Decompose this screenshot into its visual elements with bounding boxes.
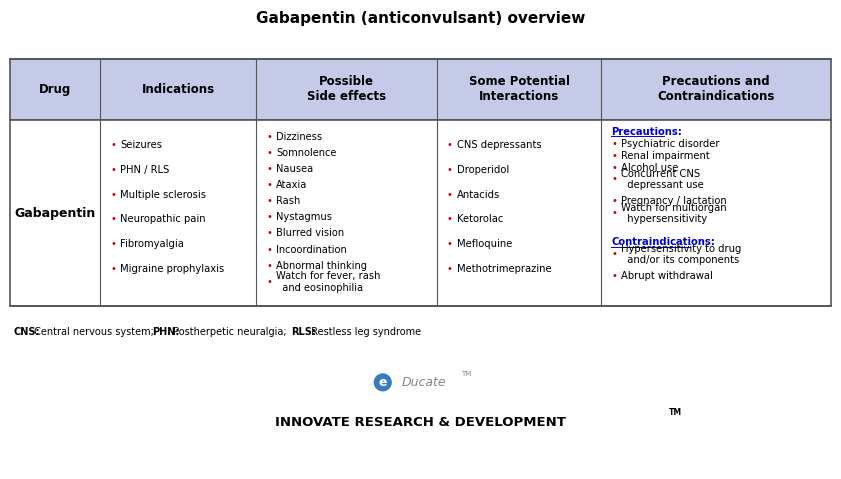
Text: Some Potential
Interactions: Some Potential Interactions bbox=[468, 76, 569, 103]
Text: •: • bbox=[447, 190, 452, 200]
Text: INNOVATE RESEARCH & DEVELOPMENT: INNOVATE RESEARCH & DEVELOPMENT bbox=[275, 416, 566, 429]
Text: Pregnancy / lactation: Pregnancy / lactation bbox=[621, 196, 727, 206]
Text: Restless leg syndrome: Restless leg syndrome bbox=[309, 327, 421, 337]
Text: •: • bbox=[611, 174, 617, 184]
Text: Ketorolac: Ketorolac bbox=[457, 215, 504, 225]
Text: •: • bbox=[267, 148, 272, 158]
Text: TM: TM bbox=[461, 371, 471, 377]
Text: PHN / RLS: PHN / RLS bbox=[120, 165, 170, 175]
Text: PHN:: PHN: bbox=[152, 327, 180, 337]
Text: Ducate: Ducate bbox=[402, 376, 447, 389]
Text: Postherpetic neuralgia;: Postherpetic neuralgia; bbox=[170, 327, 289, 337]
Text: Nausea: Nausea bbox=[277, 164, 314, 174]
Text: Drug: Drug bbox=[39, 83, 71, 96]
Text: Nystagmus: Nystagmus bbox=[277, 212, 332, 222]
Text: Renal impairment: Renal impairment bbox=[621, 150, 710, 160]
Text: Migraine prophylaxis: Migraine prophylaxis bbox=[120, 264, 225, 274]
Text: Antacids: Antacids bbox=[457, 190, 500, 200]
Text: •: • bbox=[447, 140, 452, 150]
Text: Incoordination: Incoordination bbox=[277, 245, 347, 255]
Text: RLS:: RLS: bbox=[291, 327, 316, 337]
Text: •: • bbox=[267, 164, 272, 174]
Text: •: • bbox=[611, 138, 617, 148]
Text: e: e bbox=[378, 376, 387, 389]
Text: Rash: Rash bbox=[277, 196, 300, 206]
Text: Abrupt withdrawal: Abrupt withdrawal bbox=[621, 271, 713, 281]
Text: Blurred vision: Blurred vision bbox=[277, 228, 345, 239]
Text: Droperidol: Droperidol bbox=[457, 165, 510, 175]
Text: Ataxia: Ataxia bbox=[277, 180, 308, 190]
Text: Multiple sclerosis: Multiple sclerosis bbox=[120, 190, 206, 200]
Text: •: • bbox=[110, 240, 116, 249]
Text: •: • bbox=[447, 165, 452, 175]
Text: Indications: Indications bbox=[141, 83, 214, 96]
Text: Precautions and
Contraindications: Precautions and Contraindications bbox=[658, 76, 775, 103]
Text: Neuropathic pain: Neuropathic pain bbox=[120, 215, 206, 225]
Text: •: • bbox=[611, 271, 617, 281]
Text: Mefloquine: Mefloquine bbox=[457, 240, 512, 249]
Text: •: • bbox=[611, 250, 617, 260]
Text: •: • bbox=[110, 264, 116, 274]
Text: •: • bbox=[447, 215, 452, 225]
Text: •: • bbox=[267, 245, 272, 255]
Text: Dizziness: Dizziness bbox=[277, 132, 322, 142]
Text: Somnolence: Somnolence bbox=[277, 148, 336, 158]
Text: Gabapentin (anticonvulsant) overview: Gabapentin (anticonvulsant) overview bbox=[256, 11, 585, 25]
Text: •: • bbox=[611, 150, 617, 160]
Text: •: • bbox=[110, 165, 116, 175]
Text: Fibromyalgia: Fibromyalgia bbox=[120, 240, 184, 249]
Text: CNS:: CNS: bbox=[14, 327, 40, 337]
Text: •: • bbox=[447, 240, 452, 249]
Text: •: • bbox=[611, 208, 617, 218]
Text: Watch for fever, rash
  and eosinophilia: Watch for fever, rash and eosinophilia bbox=[277, 271, 381, 293]
Text: •: • bbox=[110, 140, 116, 150]
Text: •: • bbox=[267, 196, 272, 206]
Text: Central nervous system;: Central nervous system; bbox=[31, 327, 157, 337]
Text: Contraindications:: Contraindications: bbox=[611, 238, 715, 248]
Text: •: • bbox=[267, 277, 272, 287]
Text: Hypersensitivity to drug
  and/or its components: Hypersensitivity to drug and/or its comp… bbox=[621, 244, 742, 265]
Text: •: • bbox=[611, 162, 617, 172]
Text: •: • bbox=[267, 228, 272, 239]
Text: Psychiatric disorder: Psychiatric disorder bbox=[621, 138, 720, 148]
Text: Gabapentin: Gabapentin bbox=[14, 207, 96, 220]
Text: Abnormal thinking: Abnormal thinking bbox=[277, 261, 368, 271]
FancyBboxPatch shape bbox=[10, 120, 831, 306]
Text: •: • bbox=[267, 261, 272, 271]
Text: •: • bbox=[267, 212, 272, 222]
Text: •: • bbox=[110, 215, 116, 225]
Text: •: • bbox=[267, 180, 272, 190]
FancyBboxPatch shape bbox=[10, 58, 831, 120]
Text: Possible
Side effects: Possible Side effects bbox=[307, 76, 386, 103]
Text: Seizures: Seizures bbox=[120, 140, 162, 150]
Text: •: • bbox=[267, 132, 272, 142]
Text: Concurrent CNS
  depressant use: Concurrent CNS depressant use bbox=[621, 169, 704, 190]
Text: •: • bbox=[447, 264, 452, 274]
Text: •: • bbox=[611, 196, 617, 206]
Text: TM: TM bbox=[669, 408, 682, 417]
Text: Alcohol use: Alcohol use bbox=[621, 162, 679, 172]
Text: Methotrimeprazine: Methotrimeprazine bbox=[457, 264, 552, 274]
Text: Precautions:: Precautions: bbox=[611, 127, 682, 137]
Text: •: • bbox=[110, 190, 116, 200]
Text: Watch for multiorgan
  hypersensitivity: Watch for multiorgan hypersensitivity bbox=[621, 203, 727, 224]
Text: CNS depressants: CNS depressants bbox=[457, 140, 542, 150]
